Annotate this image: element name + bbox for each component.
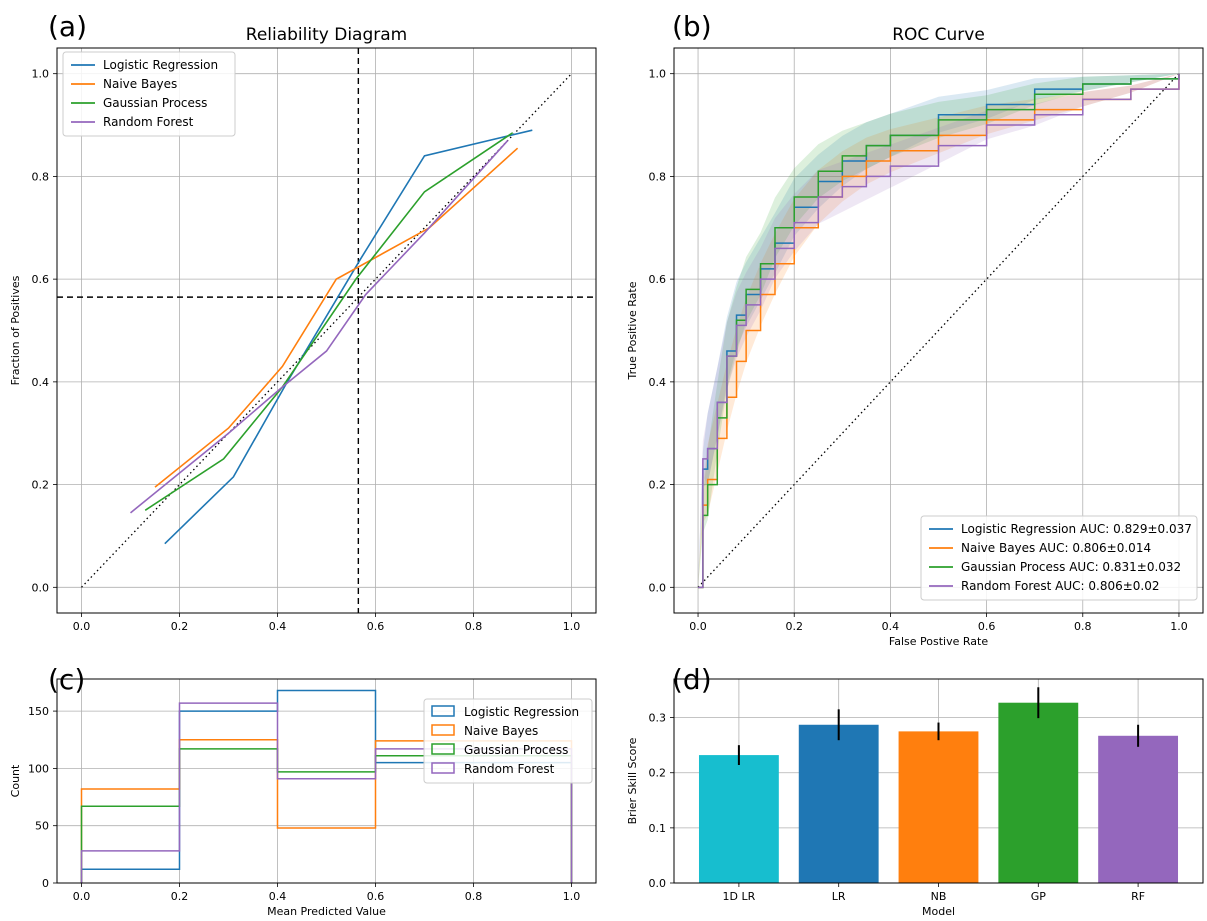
b-reference-diagonal — [697, 73, 1180, 588]
b-series-line-1 — [698, 73, 1180, 589]
c-xlabel: Mean Predicted Value — [267, 905, 386, 918]
d-xtick-label-1: LR — [832, 890, 846, 903]
d-bar-1 — [798, 724, 879, 883]
c-legend-label-1: Naive Bayes — [464, 724, 538, 738]
b-legend-box — [920, 515, 1198, 601]
c-xtick-label-5: 1.0 — [563, 890, 581, 903]
c-xtick-label-2: 0.4 — [269, 890, 287, 903]
c-xtick-label-1: 0.2 — [171, 890, 189, 903]
c-legend-label-2: Gaussian Process — [464, 743, 568, 757]
b-legend-label-2: Gaussian Process AUC: 0.831±0.032 — [961, 560, 1181, 574]
panel-c-histogram: 0.0 0.2 0.4 0.6 0.8 1.0 0 50 100 150 Logistic Regr… — [9, 663, 597, 918]
c-ytick-label-3: 150 — [28, 705, 49, 718]
c-axes-frame — [56, 678, 597, 884]
a-xtick-label-1: 0.2 — [171, 620, 189, 633]
c-legend-box — [423, 698, 593, 784]
c-legend-swatch-3 — [431, 762, 455, 774]
b-title: ROC Curve — [892, 25, 985, 45]
a-ytick-label-5: 1.0 — [32, 68, 50, 81]
d-ytick-label-1: 0.1 — [649, 822, 667, 835]
a-legend-label-3: Random Forest — [103, 115, 194, 129]
a-panel-letter: (a) — [48, 10, 87, 43]
a-series-line-2 — [144, 132, 514, 511]
c-panel-letter: (c) — [48, 663, 85, 696]
a-xtick-label-3: 0.6 — [367, 620, 385, 633]
d-ytick-label-0: 0.0 — [649, 877, 667, 890]
d-bar-0 — [698, 755, 779, 883]
d-bar-4 — [1098, 735, 1179, 883]
a-legend-box — [62, 51, 236, 137]
b-ytick-label-2: 0.4 — [649, 376, 667, 389]
b-xlabel: False Postive Rate — [889, 635, 988, 648]
c-xtick-label-0: 0.0 — [73, 890, 91, 903]
panel-d-brier-skill: 0.0 0.1 0.2 0.3 1D LR LR NB GP RF (d) Model Brier S… — [626, 663, 1204, 918]
a-legend-label-2: Gaussian Process — [103, 96, 207, 110]
c-ylabel: Count — [9, 764, 22, 797]
c-legend-swatch-1 — [431, 724, 455, 736]
a-series-line-0 — [164, 129, 533, 545]
c-ytick-label-0: 0 — [42, 877, 49, 890]
d-panel-letter: (d) — [672, 663, 712, 696]
b-ytick-label-0: 0.0 — [649, 581, 667, 594]
a-series-line-3 — [129, 139, 509, 514]
d-xtick-label-3: GP — [1031, 890, 1047, 903]
a-ytick-label-2: 0.4 — [32, 376, 50, 389]
b-ytick-label-5: 1.0 — [649, 68, 667, 81]
d-bar-3 — [998, 702, 1079, 883]
b-ytick-label-3: 0.6 — [649, 273, 667, 286]
b-legend-label-1: Naive Bayes AUC: 0.806±0.014 — [961, 541, 1151, 555]
b-series-line-3 — [698, 73, 1180, 589]
c-ytick-label-1: 50 — [35, 820, 49, 833]
d-ytick-label-2: 0.2 — [649, 767, 667, 780]
b-xtick-label-3: 0.6 — [978, 620, 996, 633]
b-ytick-label-4: 0.8 — [649, 170, 667, 183]
c-legend-label-3: Random Forest — [464, 762, 555, 776]
a-xtick-label-0: 0.0 — [73, 620, 91, 633]
d-xtick-label-0: 1D LR — [723, 890, 756, 903]
a-legend-label-1: Naive Bayes — [103, 77, 177, 91]
d-ylabel: Brier Skill Score — [626, 737, 639, 824]
a-ytick-label-1: 0.2 — [32, 479, 50, 492]
a-xtick-label-4: 0.8 — [465, 620, 483, 633]
panel-b-roc-curve: 0.0 0.2 0.4 0.6 0.8 1.0 0.0 0.2 0.4 0.6 0.8 1.0 Logi… — [626, 10, 1204, 648]
d-bar-2 — [898, 731, 979, 883]
b-xtick-label-0: 0.0 — [689, 620, 707, 633]
b-ylabel: True Positive Rate — [626, 281, 639, 380]
c-legend-label-0: Logistic Regression — [464, 705, 579, 719]
d-xtick-label-4: RF — [1131, 890, 1145, 903]
a-title: Reliability Diagram — [246, 25, 407, 45]
a-xtick-label-5: 1.0 — [563, 620, 581, 633]
c-legend-swatch-2 — [431, 743, 455, 755]
b-axes-frame — [673, 47, 1204, 614]
b-xtick-label-4: 0.8 — [1074, 620, 1092, 633]
a-axes-frame — [56, 47, 597, 614]
b-xtick-label-5: 1.0 — [1170, 620, 1188, 633]
d-xlabel: Model — [922, 905, 955, 918]
d-ytick-label-3: 0.3 — [649, 712, 667, 725]
d-axes-frame — [673, 678, 1204, 884]
d-xtick-label-2: NB — [931, 890, 947, 903]
a-series-line-1 — [154, 147, 519, 488]
a-ytick-label-0: 0.0 — [32, 581, 50, 594]
a-reference-diagonal — [81, 73, 572, 588]
c-xtick-label-3: 0.6 — [367, 890, 385, 903]
c-legend-swatch-0 — [431, 705, 455, 717]
a-ytick-label-3: 0.6 — [32, 273, 50, 286]
b-xtick-label-2: 0.4 — [882, 620, 900, 633]
a-ytick-label-4: 0.8 — [32, 170, 50, 183]
c-ytick-label-2: 100 — [28, 762, 49, 775]
b-legend-label-3: Random Forest AUC: 0.806±0.02 — [961, 579, 1160, 593]
a-legend-label-0: Logistic Regression — [103, 58, 218, 72]
b-legend-label-0: Logistic Regression AUC: 0.829±0.037 — [961, 522, 1192, 536]
b-panel-letter: (b) — [672, 10, 712, 43]
a-xtick-label-2: 0.4 — [269, 620, 287, 633]
a-ylabel: Fraction of Positives — [9, 275, 22, 385]
b-xtick-label-1: 0.2 — [785, 620, 803, 633]
b-ytick-label-1: 0.2 — [649, 479, 667, 492]
c-xtick-label-4: 0.8 — [465, 890, 483, 903]
panel-a-reliability-diagram: 0.0 0.2 0.4 0.6 0.8 1.0 0.0 0.2 0.4 0.6 0.8 1.0 Logi… — [9, 10, 597, 633]
